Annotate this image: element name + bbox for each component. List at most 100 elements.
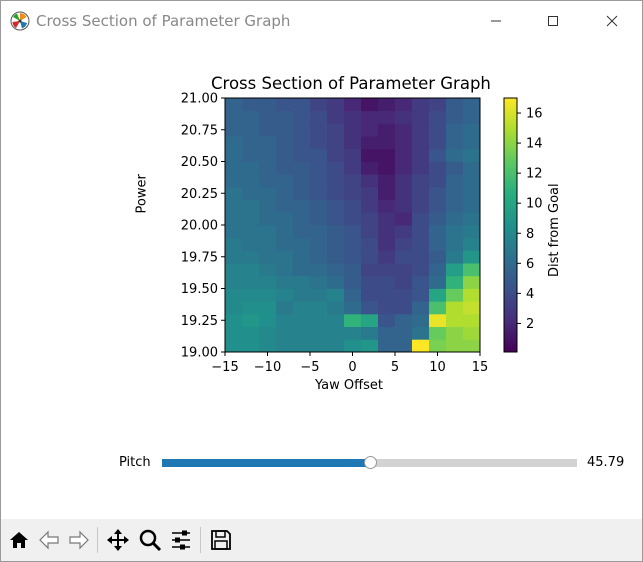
heatmap-cell — [310, 275, 328, 289]
heatmap-cell — [446, 326, 464, 340]
heatmap-cell — [412, 339, 430, 353]
heatmap-cell — [378, 301, 396, 315]
heatmap-cell — [395, 263, 413, 277]
pitch-slider-handle[interactable] — [363, 456, 377, 469]
minimize-button[interactable] — [467, 1, 525, 41]
heatmap-cell — [378, 288, 396, 302]
figure-canvas[interactable]: Cross Section of Parameter Graph −15 −10−… — [1, 41, 642, 519]
heatmap-cell — [242, 212, 260, 226]
heatmap-cell — [463, 212, 481, 226]
heatmap-cell — [378, 275, 396, 289]
heatmap-cell — [395, 186, 413, 200]
heatmap-cell — [310, 225, 328, 239]
heatmap-cell — [412, 174, 430, 188]
y-tick-label: 19.50 — [181, 282, 218, 297]
home-button[interactable] — [4, 525, 34, 555]
heatmap-cell — [225, 123, 243, 137]
heatmap-cell — [293, 237, 311, 251]
heatmap-cell — [293, 174, 311, 188]
y-tick-label: 19.25 — [181, 314, 218, 329]
heatmap-cell — [276, 288, 294, 302]
heatmap-cell — [412, 161, 430, 175]
x-tick-label: 5 — [391, 360, 399, 375]
back-button[interactable] — [34, 525, 64, 555]
heatmap-cell — [361, 123, 379, 137]
x-tick-label: 15 — [472, 360, 489, 375]
window-title: Cross Section of Parameter Graph — [36, 12, 291, 30]
x-tick-label: 0 — [348, 360, 356, 375]
heatmap-cell — [225, 110, 243, 124]
heatmap-cell — [395, 313, 413, 327]
y-tick-label: 19.75 — [181, 250, 218, 265]
zoom-button[interactable] — [135, 525, 165, 555]
heatmap-cell — [344, 136, 362, 150]
heatmap-cell — [395, 98, 413, 112]
save-button[interactable] — [206, 525, 236, 555]
colorbar-tick-label: 10 — [526, 197, 543, 212]
toolbar-separator — [200, 527, 201, 553]
heatmap-cell — [344, 110, 362, 124]
heatmap-cell — [293, 326, 311, 340]
heatmap-cell — [242, 174, 260, 188]
heatmap-cell — [412, 212, 430, 226]
heatmap-cell — [259, 148, 277, 162]
heatmap-cell — [310, 288, 328, 302]
heatmap-cell — [259, 275, 277, 289]
heatmap-cell — [429, 199, 447, 213]
heatmap-cell — [327, 212, 345, 226]
pitch-slider[interactable] — [162, 456, 577, 469]
heatmap-cell — [293, 275, 311, 289]
heatmap-cell — [378, 136, 396, 150]
heatmap-cell — [225, 161, 243, 175]
heatmap-cell — [344, 212, 362, 226]
heatmap-cell — [429, 212, 447, 226]
heatmap-cell — [259, 301, 277, 315]
heatmap-cell — [446, 250, 464, 264]
heatmap-cell — [463, 110, 481, 124]
heatmap-cell — [429, 339, 447, 353]
heatmap-cell — [259, 136, 277, 150]
heatmap-cell — [310, 237, 328, 251]
close-button[interactable] — [583, 1, 641, 41]
heatmap-cell — [446, 123, 464, 137]
heatmap-cell — [276, 110, 294, 124]
heatmap-cell — [259, 174, 277, 188]
heatmap-cell — [361, 339, 379, 353]
pan-button[interactable] — [103, 525, 133, 555]
heatmap-cell — [344, 275, 362, 289]
heatmap-plot[interactable]: −15 −10 −5 0 5 10 15 19.00 19.25 19.50 19.75 20.00… — [1, 41, 642, 519]
heatmap-cell — [429, 326, 447, 340]
heatmap-cell — [361, 199, 379, 213]
forward-button[interactable] — [64, 525, 94, 555]
configure-subplots-button[interactable] — [166, 525, 196, 555]
heatmap-cell — [463, 225, 481, 239]
chart-title: Cross Section of Parameter Graph — [211, 74, 491, 93]
heatmap-cell — [463, 275, 481, 289]
heatmap-cell — [293, 301, 311, 315]
x-axis-ticks: −15 −10 −5 0 5 10 15 — [211, 352, 488, 375]
title-bar[interactable]: Cross Section of Parameter Graph — [1, 1, 642, 41]
heatmap-cell — [276, 123, 294, 137]
heatmap-cell — [429, 225, 447, 239]
maximize-button[interactable] — [524, 1, 582, 41]
heatmap-cell — [463, 237, 481, 251]
heatmap-cell — [276, 225, 294, 239]
heatmap-cell — [344, 98, 362, 112]
heatmap-cell — [293, 199, 311, 213]
y-tick-label: 20.25 — [181, 187, 218, 202]
heatmap-cell — [463, 186, 481, 200]
heatmap-cell — [361, 237, 379, 251]
heatmap-cell — [412, 250, 430, 264]
heatmap-cell — [225, 98, 243, 112]
heatmap-cell — [395, 237, 413, 251]
heatmap-cell — [310, 326, 328, 340]
heatmap-cell — [310, 161, 328, 175]
heatmap-cell — [395, 326, 413, 340]
heatmap-cell — [344, 174, 362, 188]
heatmap-cell — [327, 250, 345, 264]
heatmap-cell — [378, 237, 396, 251]
heatmap-cell — [310, 98, 328, 112]
heatmap-cell — [310, 110, 328, 124]
heatmap-cell — [344, 123, 362, 137]
heatmap-cell — [446, 313, 464, 327]
